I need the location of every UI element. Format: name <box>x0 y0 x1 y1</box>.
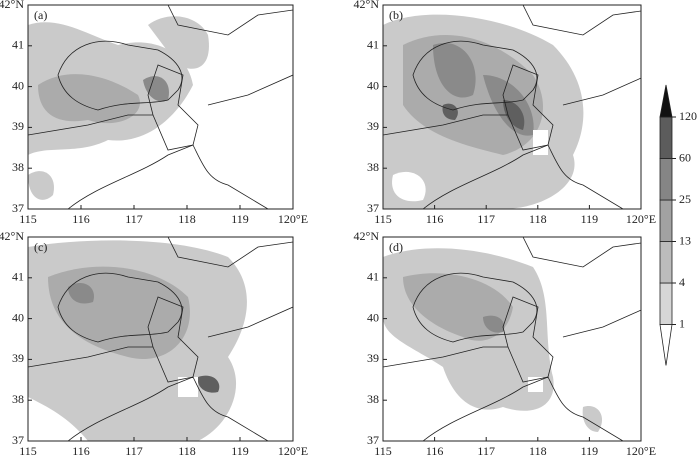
y-tick-label: 38 <box>12 160 24 174</box>
y-tick-label: 38 <box>367 160 379 174</box>
y-tick-label: 40 <box>367 78 379 92</box>
y-tick-label: 37 <box>367 201 379 215</box>
map-panel: (b) 115 116 117 118 119 120°E 37 38 39 40 41 42°N <box>354 0 657 226</box>
y-tick-label: 38 <box>367 392 379 406</box>
y-tick-label: 41 <box>367 38 379 52</box>
colorbar-label: 13 <box>679 233 691 247</box>
panel-frame <box>382 4 642 210</box>
x-tick-label: 119 <box>231 212 249 226</box>
y-tick-label: 37 <box>367 433 379 447</box>
y-tick-label: 38 <box>12 392 24 406</box>
map-panel: (d) 115 116 117 118 119 120°E 37 38 39 40 41 42°N <box>354 229 657 457</box>
y-tick-label: 39 <box>367 119 379 133</box>
x-tick-label: 117 <box>125 444 143 457</box>
colorbar-segment <box>659 158 673 201</box>
y-tick-label: 42°N <box>354 0 380 11</box>
x-tick-label: 119 <box>581 212 599 226</box>
x-tick-label: 118 <box>529 444 547 457</box>
colorbar-label: 60 <box>679 150 691 164</box>
x-tick-label: 120°E <box>626 212 656 226</box>
x-tick-label: 120°E <box>626 444 656 457</box>
colorbar-label: 4 <box>679 275 685 289</box>
colorbar-segment <box>659 282 673 325</box>
x-tick-label: 115 <box>374 212 392 226</box>
y-tick-label: 42°N <box>0 0 24 11</box>
x-tick-label: 116 <box>426 212 444 226</box>
y-tick-label: 41 <box>12 270 24 284</box>
colorbar-segment <box>659 199 673 242</box>
y-tick-label: 42°N <box>354 229 380 243</box>
panel-frame <box>382 236 642 442</box>
x-tick-label: 115 <box>19 444 37 457</box>
y-tick-label: 37 <box>12 433 24 447</box>
x-tick-label: 116 <box>72 212 90 226</box>
colorbar-label: 1 <box>679 316 685 330</box>
y-tick-label: 39 <box>12 119 24 133</box>
x-tick-label: 119 <box>231 444 249 457</box>
panel-label: (c) <box>34 240 47 254</box>
colorbar: 1 4 13 25 60 120 <box>659 84 697 366</box>
y-tick-label: 41 <box>367 270 379 284</box>
y-tick-label: 39 <box>12 351 24 365</box>
y-tick-label: 40 <box>12 78 24 92</box>
panel-frame <box>27 4 294 210</box>
panel-label: (d) <box>389 240 403 254</box>
x-tick-label: 118 <box>178 444 196 457</box>
colorbar-segment <box>659 241 673 284</box>
x-tick-label: 120°E <box>278 444 308 457</box>
y-tick-label: 40 <box>12 310 24 324</box>
x-tick-label: 117 <box>477 444 495 457</box>
x-tick-label: 115 <box>19 212 37 226</box>
panel-frame <box>27 236 294 442</box>
y-tick-label: 42°N <box>0 229 24 243</box>
map-panel: (a) 115 116 117 118 119 120°E 37 38 39 40 41 42°N <box>0 0 308 226</box>
colorbar-label: 120 <box>679 109 697 123</box>
colorbar-label: 25 <box>679 192 691 206</box>
colorbar-segment <box>659 84 673 118</box>
y-tick-label: 41 <box>12 38 24 52</box>
panel-label: (a) <box>34 8 47 22</box>
x-tick-label: 117 <box>125 212 143 226</box>
x-tick-label: 118 <box>178 212 196 226</box>
colorbar-segment <box>659 324 673 366</box>
x-tick-label: 118 <box>529 212 547 226</box>
x-tick-label: 116 <box>426 444 444 457</box>
x-tick-label: 117 <box>477 212 495 226</box>
x-tick-label: 115 <box>374 444 392 457</box>
y-tick-label: 40 <box>367 310 379 324</box>
y-tick-label: 39 <box>367 351 379 365</box>
panel-label: (b) <box>389 8 403 22</box>
map-panel: (c) 115 116 117 118 119 120°E 37 38 39 40 41 42°N <box>0 229 308 457</box>
colorbar-segment <box>659 116 673 159</box>
x-tick-label: 116 <box>72 444 90 457</box>
y-tick-label: 37 <box>12 201 24 215</box>
x-tick-label: 119 <box>581 444 599 457</box>
x-tick-label: 120°E <box>278 212 308 226</box>
